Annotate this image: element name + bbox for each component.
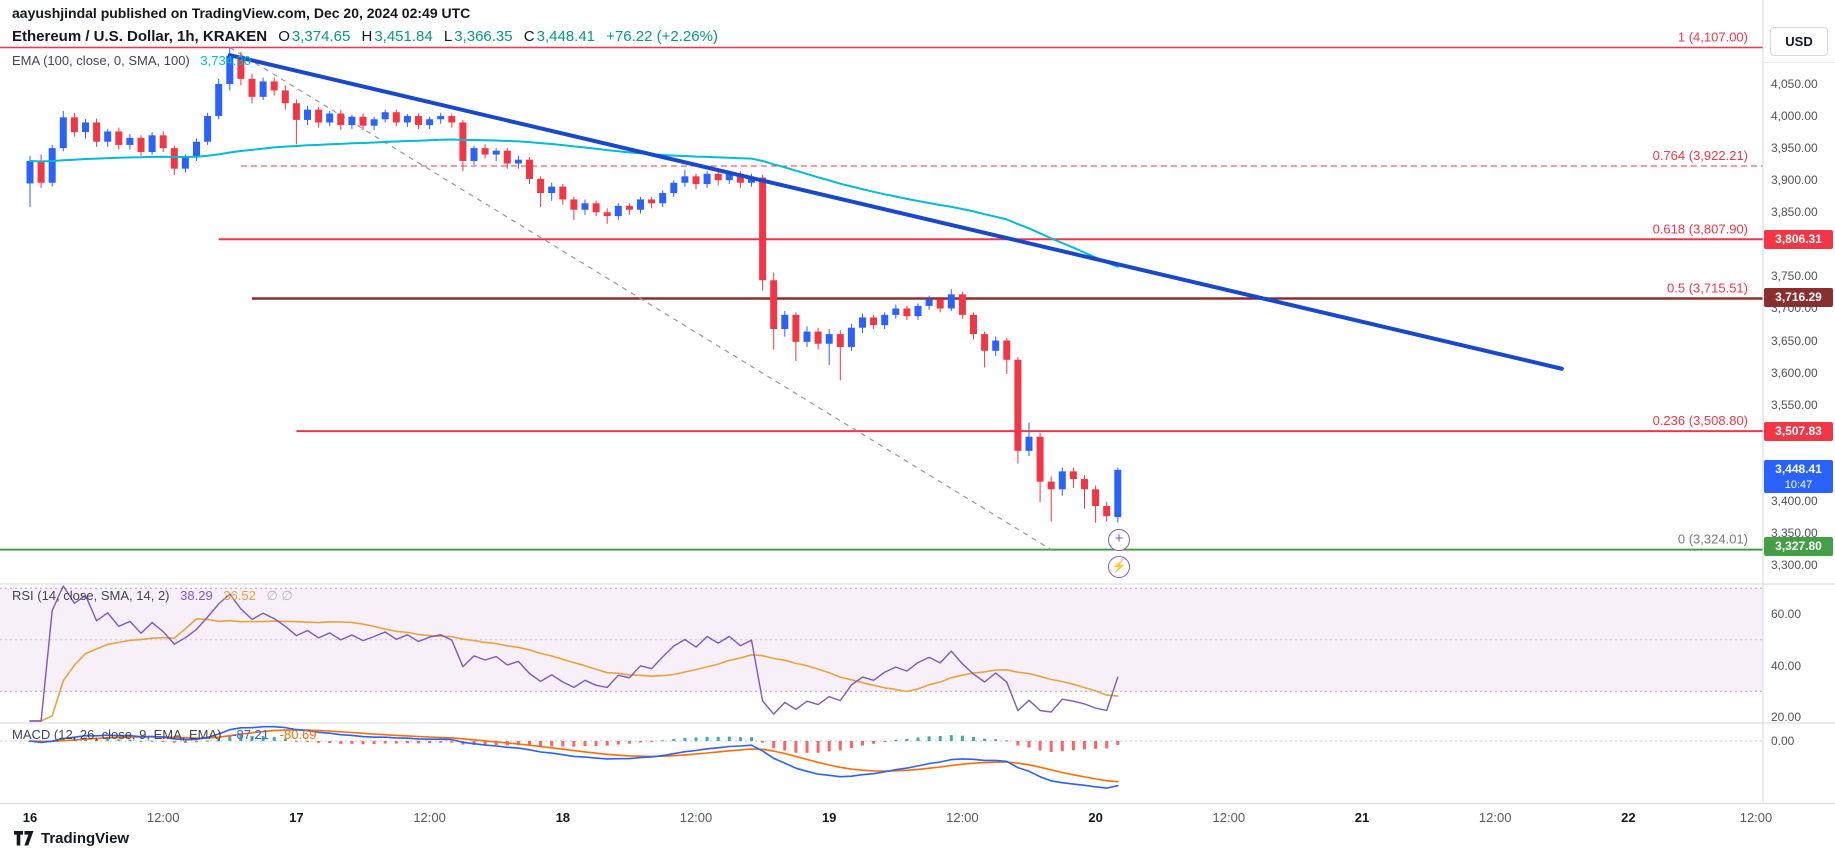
symbol-row: Ethereum / U.S. Dollar, 1h, KRAKEN O 3,37… <box>12 28 718 45</box>
symbol-title[interactable]: Ethereum / U.S. Dollar, 1h, KRAKEN <box>12 28 268 45</box>
macd-signal-value: -80.69 <box>279 727 317 742</box>
axis-underline <box>1763 62 1835 63</box>
price-tick-label: 3,550.00 <box>1771 397 1818 412</box>
price-tick-label: 3,950.00 <box>1771 141 1818 156</box>
macd-legend[interactable]: MACD (12, 26, close, 9, EMA, EMA) -87.21… <box>12 727 317 742</box>
price-tick-label: 4,000.00 <box>1771 109 1818 124</box>
ema-legend-label: EMA (100, close, 0, SMA, 100) <box>12 53 190 68</box>
tradingview-logo[interactable]: TradingView <box>14 830 129 847</box>
price-tick-label: 3,300.00 <box>1771 558 1818 572</box>
quick-trade-button[interactable]: ⚡ <box>1108 556 1130 578</box>
close-label: C <box>523 28 535 45</box>
time-tick-label: 12:00 <box>413 810 446 825</box>
open-value: 3,374.65 <box>291 28 351 45</box>
high-label: H <box>361 28 373 45</box>
candlestick-series <box>26 47 1122 523</box>
time-tick-label: 16 <box>22 810 38 825</box>
fib-levels: 1 (4,107.00) 0.764 (3,922.21) 0.618 (3,807… <box>0 29 1763 551</box>
fib-level-label: 0.764 (3,922.21) <box>1653 148 1748 163</box>
rsi-legend[interactable]: RSI (14, close, SMA, 14, 2) 38.29 36.52 … <box>12 588 293 604</box>
tradingview-logo-icon <box>14 831 34 846</box>
ema-line <box>29 138 1119 268</box>
time-tick-label: 20 <box>1088 810 1103 825</box>
time-tick-label: 17 <box>289 810 304 825</box>
price-axis[interactable]: USD 4,050.00 4,000.00 3,950.00 3,900.00 3,85… <box>1763 0 1835 803</box>
rsi-hidden-values: ∅ ∅ <box>266 588 293 603</box>
rsi-value: 38.29 <box>180 588 213 603</box>
macd-tick-label: 0.00 <box>1771 734 1795 748</box>
close-value: 3,448.41 <box>536 28 596 45</box>
rsi-line <box>29 585 1119 722</box>
price-tick-label: 3,600.00 <box>1771 365 1818 380</box>
fib-baseline <box>229 46 1052 551</box>
rsi-tick-label: 20.00 <box>1771 710 1802 724</box>
price-tick-label: 3,400.00 <box>1771 493 1818 508</box>
low-label: L <box>443 28 453 45</box>
alert-price-tag: 3,716.29 <box>1764 288 1833 308</box>
price-tick-label: 3,750.00 <box>1771 269 1818 284</box>
add-alert-button[interactable]: + <box>1108 529 1130 551</box>
time-tick-label: 22 <box>1621 810 1636 825</box>
time-tick-label: 12:00 <box>1212 810 1246 825</box>
alert-price-tag: 3,806.31 <box>1764 230 1833 250</box>
open-label: O <box>278 28 290 45</box>
price-tick-label: 3,900.00 <box>1771 173 1818 188</box>
byline: aayushjindal published on TradingView.co… <box>12 5 471 21</box>
tradingview-logo-text: TradingView <box>41 830 130 847</box>
time-tick-label: 12:00 <box>946 810 979 825</box>
rsi-ma-value: 36.52 <box>223 588 256 603</box>
time-axis[interactable]: 16 12:00 17 12:00 18 12:00 19 12:00 20 12:00 21 12:… <box>0 803 1835 834</box>
time-tick-label: 18 <box>555 810 571 825</box>
fib-level-label: 0 (3,324.01) <box>1678 532 1748 547</box>
high-value: 3,451.84 <box>374 28 433 45</box>
price-tick-label: 4,050.00 <box>1771 77 1818 91</box>
macd-histogram <box>28 734 1120 753</box>
price-tick-label: 3,650.00 <box>1771 333 1818 348</box>
alert-price-tag: 3,327.80 <box>1764 537 1833 557</box>
time-tick-label: 19 <box>821 810 837 825</box>
time-tick-label: 12:00 <box>1478 810 1512 825</box>
trendline[interactable] <box>227 53 1564 371</box>
change-value: +76.22 (+2.26%) <box>606 28 718 45</box>
time-tick-label: 21 <box>1354 810 1370 825</box>
current-price-tag: 3,448.41 10:47 <box>1764 459 1833 493</box>
macd-signal-line <box>29 729 1119 783</box>
fib-level-label: 0.5 (3,715.51) <box>1667 281 1748 296</box>
time-tick-label: 12:00 <box>146 810 180 825</box>
ema-legend[interactable]: EMA (100, close, 0, SMA, 100) 3,734.30 <box>12 53 718 68</box>
currency-toggle[interactable]: USD <box>1770 27 1828 56</box>
fib-level-label: 0.236 (3,508.80) <box>1653 413 1748 428</box>
macd-legend-label: MACD (12, 26, close, 9, EMA, EMA) <box>12 727 222 742</box>
chart-plot-area[interactable]: 1 (4,107.00) 0.764 (3,922.21) 0.618 (3,807… <box>0 0 1835 803</box>
price-tick-label: 3,850.00 <box>1771 205 1818 220</box>
rsi-tick-label: 60.00 <box>1771 607 1802 621</box>
rsi-ma-line <box>29 618 1119 722</box>
price-tick-label: 3,350.00 <box>1771 525 1818 540</box>
macd-line <box>29 725 1119 789</box>
time-tick-label: 12:00 <box>679 810 713 825</box>
fib-level-label: 1 (4,107.00) <box>1678 29 1748 44</box>
time-tick-label: 12:00 <box>1739 810 1773 825</box>
rsi-legend-label: RSI (14, close, SMA, 14, 2) <box>12 588 170 603</box>
ema-legend-value: 3,734.30 <box>200 53 251 68</box>
rsi-tick-label: 40.00 <box>1771 658 1802 673</box>
macd-value: -87.21 <box>232 727 270 742</box>
fib-level-label: 0.618 (3,807.90) <box>1653 221 1748 236</box>
chart-header: aayushjindal published on TradingView.co… <box>12 5 718 68</box>
alert-price-tag: 3,507.83 <box>1764 421 1833 441</box>
low-value: 3,366.35 <box>454 28 513 45</box>
